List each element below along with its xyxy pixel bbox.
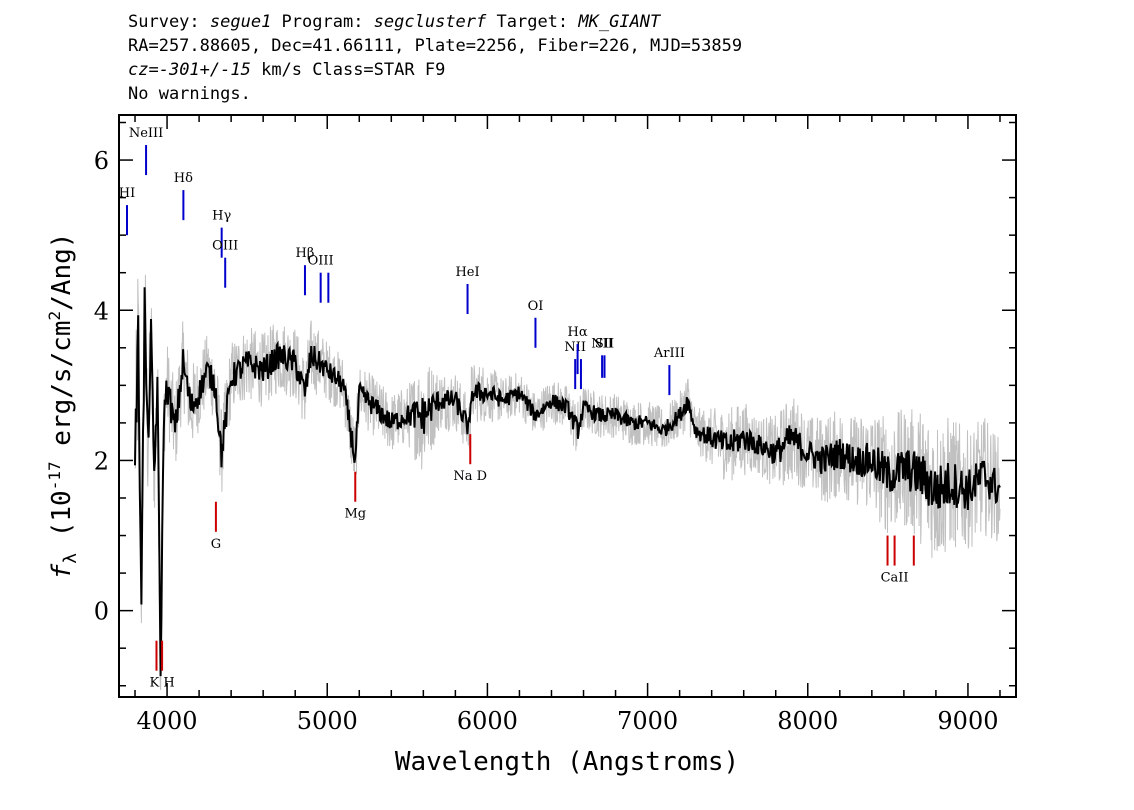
y-tick-label: 6: [94, 147, 109, 175]
emission-line-6: OIII: [308, 254, 334, 303]
absorption-line-label: G: [211, 537, 221, 552]
absorption-line-2: G: [211, 501, 221, 552]
y-tick-label: 4: [94, 297, 109, 325]
emission-line-label: NeIII: [129, 126, 163, 141]
absorption-line-label: K H: [149, 676, 174, 691]
y-axis-lambda: λ: [60, 553, 81, 564]
emission-line-label: Hγ: [212, 209, 231, 224]
y-axis-f: f: [47, 563, 77, 579]
emission-line-3: Hγ: [212, 209, 231, 258]
y-axis-title: fλ (10-17 erg/s/cm2/Ang): [45, 233, 81, 580]
emission-line-8: HeI: [455, 265, 480, 315]
absorption-line-label: CaII: [881, 571, 909, 586]
emission-line-2: Hδ: [174, 171, 193, 221]
emission-line-label: ArIII: [653, 346, 685, 361]
y-tick-label: 2: [94, 447, 109, 475]
absorption-line-4: Na D: [453, 434, 487, 484]
x-tick-label: 7000: [617, 707, 678, 735]
smoothed-flux-layer: [134, 287, 1001, 677]
y-tick-label: 0: [94, 598, 109, 626]
emission-line-label: SII: [595, 336, 614, 351]
emission-line-13: NII: [591, 336, 613, 378]
x-tick-label: 6000: [457, 707, 518, 735]
absorption-line-label: Mg: [344, 507, 366, 522]
target-value: MK_GIANT: [578, 12, 661, 32]
y-axis-exp: -17: [45, 461, 64, 490]
emission-line-4: OIII: [212, 239, 238, 288]
spectrum-header: Survey: segue1 Program: segclusterf Targ…: [128, 10, 742, 106]
emission-line-label: NII: [591, 336, 613, 351]
smoothed-flux-line: [134, 287, 1001, 677]
emission-line-label: Hα: [568, 325, 588, 340]
emission-line-9: OI: [528, 299, 544, 348]
survey-label: Survey:: [128, 12, 210, 32]
emission-line-0: HI: [119, 186, 135, 236]
header-line-redshift: cz=-301+/-15 km/s Class=STAR F9: [128, 58, 742, 82]
absorption-line-label: Na D: [453, 469, 487, 484]
y-axis-unit: erg/s/cm: [47, 321, 77, 462]
emission-line-14: SII: [595, 336, 614, 378]
header-line-coordinates: RA=257.88605, Dec=41.66111, Plate=2256, …: [128, 36, 743, 56]
emission-line-15: ArIII: [653, 346, 685, 396]
x-tick-label: 4000: [137, 707, 198, 735]
emission-line-label: OIII: [212, 239, 238, 254]
absorption-line-3: Mg: [344, 471, 366, 522]
y-axis-open: (10: [47, 490, 77, 553]
header-line-survey: Survey: segue1 Program: segclusterf Targ…: [128, 10, 742, 34]
cz-class: km/s Class=STAR F9: [250, 60, 446, 80]
x-tick-label: 5000: [297, 707, 358, 735]
plot-frame: [118, 114, 1017, 698]
emission-line-label: OIII: [308, 254, 334, 269]
emission-line-label: HI: [119, 186, 135, 201]
cz-label: cz=: [128, 60, 159, 80]
emission-line-5: Hβ: [296, 246, 315, 296]
emission-line-label: HeI: [455, 265, 479, 280]
emission-line-11: Hα: [568, 325, 588, 375]
y-axis-unit-end: /Ang): [47, 233, 77, 311]
absorption-line-6: CaII: [881, 535, 909, 586]
emission-line-1: NeIII: [129, 126, 163, 176]
y-axis-exp2: 2: [45, 311, 64, 321]
target-label: Target:: [486, 12, 579, 32]
absorption-line-1: K H: [149, 640, 175, 691]
x-tick-label: 8000: [777, 707, 838, 735]
emission-line-label: Hβ: [296, 246, 315, 261]
ticks-layer: 4000 5000 6000 7000 8000 9000 0 2 4 6: [94, 115, 1016, 735]
header-line-warnings: No warnings.: [128, 84, 251, 104]
emission-line-10: NII: [564, 340, 586, 390]
survey-value: segue1: [209, 12, 272, 32]
emission-line-label: Hδ: [174, 171, 193, 186]
cz-value: -301+/-15: [158, 60, 251, 80]
program-label: Program:: [271, 12, 374, 32]
x-axis-title: Wavelength (Angstroms): [395, 747, 739, 777]
x-tick-label: 9000: [937, 707, 998, 735]
spectral-lines-layer: HINeIIIHδHγOIIIHβOIIIHeIOINIIHαNIISIIArI…: [119, 126, 915, 691]
emission-line-label: NII: [564, 340, 586, 355]
program-value: segclusterf: [373, 12, 487, 32]
emission-line-label: OI: [528, 299, 544, 314]
